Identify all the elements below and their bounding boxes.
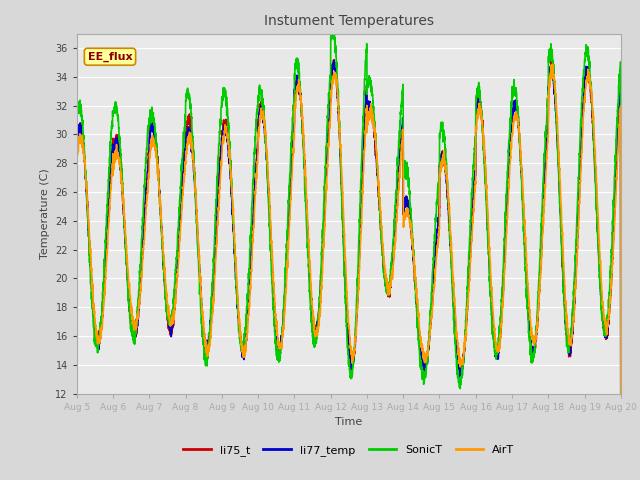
li77_temp <box>412 285 419 290</box>
li75_t <box>402 197 410 203</box>
li75_t <box>617 91 625 96</box>
SonicT <box>617 391 625 396</box>
Legend: li75_t, li77_temp, SonicT, AirT: li75_t, li77_temp, SonicT, AirT <box>179 440 519 460</box>
AirT <box>412 271 419 277</box>
AirT <box>548 61 556 67</box>
li75_t <box>189 150 197 156</box>
Line: AirT: AirT <box>77 64 621 394</box>
li75_t <box>73 127 81 133</box>
X-axis label: Time: Time <box>335 417 362 427</box>
SonicT <box>617 59 625 65</box>
li77_temp <box>73 142 81 148</box>
Y-axis label: Temperature (C): Temperature (C) <box>40 168 50 259</box>
AirT <box>617 391 625 396</box>
SonicT <box>412 284 419 289</box>
SonicT <box>565 336 573 342</box>
AirT <box>189 162 197 168</box>
Text: EE_flux: EE_flux <box>88 51 132 62</box>
li75_t <box>225 141 232 146</box>
SonicT <box>402 170 410 176</box>
li75_t <box>412 284 419 289</box>
li77_temp <box>189 161 197 167</box>
Line: li75_t: li75_t <box>77 58 621 394</box>
Title: Instument Temperatures: Instument Temperatures <box>264 14 434 28</box>
AirT <box>565 339 573 345</box>
li75_t <box>565 353 573 359</box>
li77_temp <box>402 193 410 199</box>
SonicT <box>73 113 81 119</box>
Line: li77_temp: li77_temp <box>77 60 621 394</box>
SonicT <box>225 126 232 132</box>
li75_t <box>617 391 625 396</box>
li77_temp <box>565 349 573 355</box>
li77_temp <box>617 88 625 94</box>
Line: SonicT: SonicT <box>77 34 621 394</box>
li77_temp <box>225 150 232 156</box>
li75_t <box>547 55 555 61</box>
AirT <box>402 208 410 214</box>
li77_temp <box>330 58 338 63</box>
AirT <box>73 154 81 160</box>
AirT <box>225 145 232 151</box>
AirT <box>617 107 625 113</box>
SonicT <box>328 31 336 36</box>
SonicT <box>189 150 197 156</box>
li77_temp <box>617 391 625 396</box>
